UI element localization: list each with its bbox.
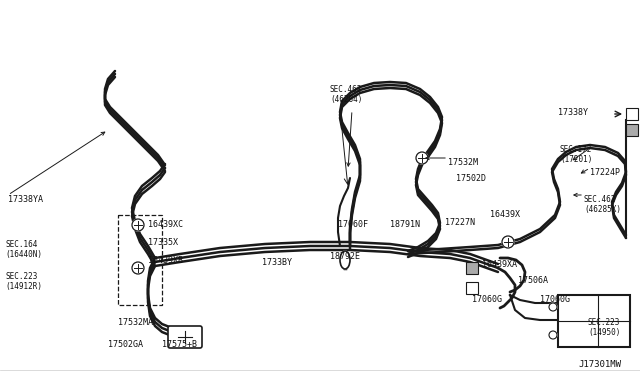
Text: 16439XB: 16439XB	[148, 256, 183, 265]
Circle shape	[132, 262, 144, 274]
Text: SEC.172
(17201): SEC.172 (17201)	[560, 145, 593, 164]
Text: 17227N: 17227N	[445, 218, 475, 227]
Text: B: B	[470, 263, 474, 273]
Bar	[626, 108, 638, 120]
Text: 17060G: 17060G	[472, 295, 502, 304]
Text: 17502D: 17502D	[456, 174, 486, 183]
Text: 1733BY: 1733BY	[262, 258, 292, 267]
Text: 18792E: 18792E	[330, 252, 360, 261]
Text: 16439XA: 16439XA	[482, 260, 517, 269]
Circle shape	[549, 303, 557, 311]
Text: 17338YA: 17338YA	[8, 195, 43, 204]
Text: 16439XC: 16439XC	[148, 220, 183, 229]
Text: 17532MA: 17532MA	[118, 318, 153, 327]
Text: SEC.462
(46284): SEC.462 (46284)	[330, 85, 362, 105]
Bar	[118, 215, 162, 305]
Text: SEC.462
(46285X): SEC.462 (46285X)	[584, 195, 621, 214]
Text: A: A	[470, 283, 474, 292]
Text: J17301MW: J17301MW	[578, 360, 621, 369]
Bar	[626, 124, 638, 136]
Circle shape	[416, 152, 428, 164]
Circle shape	[549, 331, 557, 339]
Text: 17575+B: 17575+B	[162, 340, 197, 349]
Bar	[558, 295, 630, 347]
Text: 17506A: 17506A	[518, 276, 548, 285]
Circle shape	[502, 236, 514, 248]
Text: 17060G: 17060G	[540, 295, 570, 304]
Text: 17532M: 17532M	[448, 158, 478, 167]
Text: 17502GA: 17502GA	[108, 340, 143, 349]
Text: 17224P: 17224P	[590, 168, 620, 177]
Text: SEC.223
(14912R): SEC.223 (14912R)	[5, 272, 42, 291]
Circle shape	[132, 219, 144, 231]
Text: 17060F: 17060F	[338, 220, 368, 229]
Text: SEC.223
(14950): SEC.223 (14950)	[588, 318, 620, 337]
Text: 16439X: 16439X	[490, 210, 520, 219]
Text: 17335X: 17335X	[148, 238, 178, 247]
Bar	[466, 262, 478, 274]
Text: SEC.164
(16440N): SEC.164 (16440N)	[5, 240, 42, 259]
Bar	[466, 282, 478, 294]
Text: 17338Y: 17338Y	[558, 108, 588, 117]
Text: A: A	[630, 109, 634, 119]
FancyBboxPatch shape	[168, 326, 202, 348]
Text: B: B	[630, 125, 634, 135]
Ellipse shape	[340, 251, 350, 269]
Text: 18791N: 18791N	[390, 220, 420, 229]
